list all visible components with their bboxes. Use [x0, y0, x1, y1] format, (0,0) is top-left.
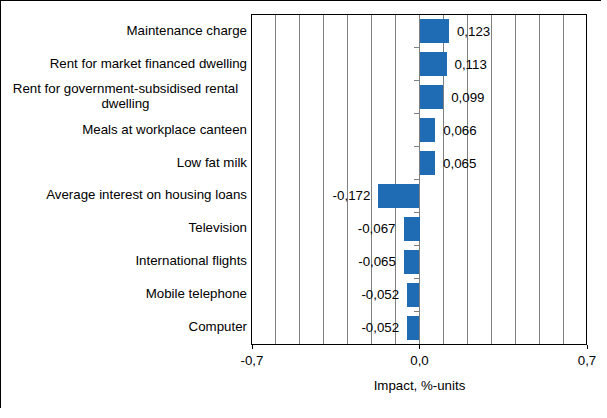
value-label: 0,099 — [451, 81, 484, 114]
value-label: 0,065 — [443, 147, 476, 180]
plot-area: 0,1230,1130,0990,0660,065-0,172-0,067-0,… — [251, 14, 587, 345]
x-axis-tick-label: 0,0 — [390, 353, 450, 368]
category-label: Television — [4, 211, 247, 244]
value-label: -0,052 — [361, 311, 399, 344]
gridline — [323, 15, 324, 344]
bar — [420, 151, 436, 175]
x-axis-tick-label: 0,7 — [557, 353, 607, 368]
bar — [420, 52, 447, 76]
category-label: Low fat milk — [4, 146, 247, 179]
figure-border-left — [0, 0, 1, 408]
category-label: Maintenance charge — [4, 14, 247, 47]
value-label: 0,123 — [457, 15, 490, 48]
bar — [420, 19, 449, 43]
x-axis-tick — [252, 345, 253, 349]
gridline — [539, 15, 540, 344]
bar — [404, 217, 420, 241]
category-label: Meals at workplace canteen — [4, 113, 247, 146]
gridline — [563, 15, 564, 344]
value-label: 0,113 — [455, 48, 487, 81]
bar — [420, 118, 436, 142]
category-label: Rent for market financed dwelling — [4, 47, 247, 80]
gridline — [299, 15, 300, 344]
category-axis-labels: Maintenance chargeRent for market financ… — [4, 14, 247, 345]
bar — [407, 283, 419, 307]
category-tick — [414, 179, 419, 180]
category-label: Computer — [4, 310, 247, 343]
value-label: -0,052 — [361, 278, 399, 311]
category-tick — [414, 146, 419, 147]
category-tick — [414, 311, 419, 312]
chart-figure: Maintenance chargeRent for market financ… — [0, 0, 607, 418]
figure-border-top — [0, 0, 601, 1]
value-label: -0,067 — [358, 212, 396, 245]
x-axis-tick — [587, 345, 588, 349]
category-tick — [414, 80, 419, 81]
category-tick — [414, 212, 419, 213]
category-label: International flights — [4, 244, 247, 277]
bar — [378, 184, 419, 208]
category-tick — [414, 278, 419, 279]
category-label: Rent for government-subsidised rental dw… — [4, 80, 247, 113]
x-axis-tick-label: -0,7 — [222, 353, 282, 368]
bar — [404, 250, 420, 274]
value-label: -0,172 — [333, 180, 371, 213]
x-axis-title: Impact, %-units — [252, 378, 587, 393]
category-tick — [414, 245, 419, 246]
category-label: Average interest on housing loans — [4, 179, 247, 212]
gridline — [275, 15, 276, 344]
category-tick — [414, 47, 419, 48]
bar — [420, 85, 444, 109]
gridline — [491, 15, 492, 344]
category-label: Mobile telephone — [4, 277, 247, 310]
bar — [407, 316, 419, 340]
value-label: 0,066 — [443, 114, 476, 147]
x-axis-tick — [419, 345, 420, 349]
category-tick — [414, 113, 419, 114]
value-label: -0,065 — [358, 245, 396, 278]
gridline — [515, 15, 516, 344]
